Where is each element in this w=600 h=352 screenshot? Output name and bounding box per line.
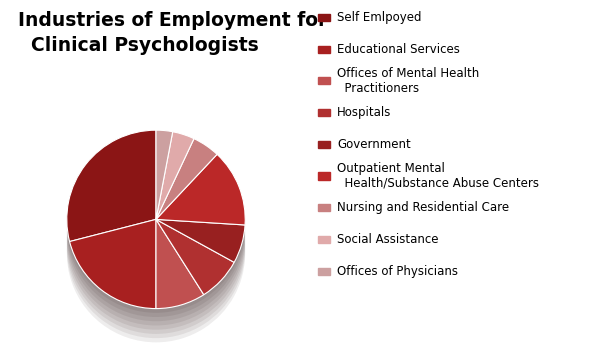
Wedge shape bbox=[67, 151, 156, 263]
Wedge shape bbox=[156, 236, 245, 279]
Wedge shape bbox=[156, 224, 204, 313]
Wedge shape bbox=[156, 164, 217, 245]
Text: Outpatient Mental
  Health/Substance Abuse Centers: Outpatient Mental Health/Substance Abuse… bbox=[337, 162, 539, 190]
Wedge shape bbox=[156, 219, 204, 309]
Wedge shape bbox=[156, 156, 217, 236]
Text: Self Emlpoyed: Self Emlpoyed bbox=[337, 11, 422, 24]
Wedge shape bbox=[156, 219, 245, 262]
Wedge shape bbox=[156, 167, 245, 238]
Wedge shape bbox=[156, 224, 245, 266]
Wedge shape bbox=[156, 249, 245, 292]
Text: Industries of Employment for
  Clinical Psychologists: Industries of Employment for Clinical Ps… bbox=[18, 11, 328, 55]
Wedge shape bbox=[67, 130, 156, 241]
Wedge shape bbox=[156, 172, 217, 253]
Wedge shape bbox=[156, 136, 194, 224]
Wedge shape bbox=[156, 249, 204, 338]
Wedge shape bbox=[156, 240, 245, 283]
Wedge shape bbox=[156, 168, 217, 249]
Wedge shape bbox=[156, 236, 204, 326]
Wedge shape bbox=[156, 151, 173, 240]
Wedge shape bbox=[70, 228, 156, 317]
Wedge shape bbox=[70, 224, 156, 313]
Wedge shape bbox=[156, 224, 234, 299]
Wedge shape bbox=[156, 253, 204, 342]
Wedge shape bbox=[156, 147, 217, 228]
Wedge shape bbox=[156, 139, 173, 228]
Wedge shape bbox=[156, 232, 234, 307]
Wedge shape bbox=[67, 147, 156, 258]
Wedge shape bbox=[156, 240, 204, 330]
Wedge shape bbox=[70, 253, 156, 342]
Wedge shape bbox=[67, 160, 156, 271]
Text: Educational Services: Educational Services bbox=[337, 43, 460, 56]
Wedge shape bbox=[156, 156, 173, 245]
Wedge shape bbox=[156, 236, 234, 312]
Wedge shape bbox=[156, 219, 234, 295]
Wedge shape bbox=[156, 245, 234, 320]
Wedge shape bbox=[70, 236, 156, 326]
Wedge shape bbox=[156, 228, 234, 303]
Wedge shape bbox=[156, 253, 245, 296]
Text: Offices of Mental Health
  Practitioners: Offices of Mental Health Practitioners bbox=[337, 67, 479, 95]
Wedge shape bbox=[156, 245, 245, 288]
Wedge shape bbox=[70, 240, 156, 330]
Wedge shape bbox=[156, 232, 204, 321]
Wedge shape bbox=[156, 184, 245, 254]
Wedge shape bbox=[156, 171, 245, 242]
Wedge shape bbox=[156, 130, 173, 219]
Wedge shape bbox=[156, 253, 234, 328]
Wedge shape bbox=[156, 147, 173, 236]
Wedge shape bbox=[156, 175, 245, 246]
Text: Social Assistance: Social Assistance bbox=[337, 233, 439, 246]
Wedge shape bbox=[156, 157, 194, 245]
Text: Government: Government bbox=[337, 138, 411, 151]
Wedge shape bbox=[67, 164, 156, 275]
Wedge shape bbox=[156, 249, 234, 324]
Wedge shape bbox=[156, 163, 245, 233]
Wedge shape bbox=[156, 158, 245, 229]
Wedge shape bbox=[156, 188, 245, 259]
Wedge shape bbox=[156, 134, 173, 224]
Wedge shape bbox=[67, 134, 156, 246]
Wedge shape bbox=[156, 149, 194, 236]
Wedge shape bbox=[70, 232, 156, 321]
Wedge shape bbox=[156, 232, 245, 275]
Wedge shape bbox=[156, 144, 194, 232]
Wedge shape bbox=[156, 151, 217, 232]
Wedge shape bbox=[156, 153, 194, 240]
Wedge shape bbox=[156, 161, 194, 249]
Wedge shape bbox=[156, 154, 245, 225]
Wedge shape bbox=[156, 143, 217, 224]
Wedge shape bbox=[156, 164, 173, 253]
Wedge shape bbox=[70, 245, 156, 334]
Wedge shape bbox=[156, 160, 173, 249]
Wedge shape bbox=[156, 228, 204, 317]
Wedge shape bbox=[156, 139, 217, 219]
Wedge shape bbox=[156, 245, 204, 334]
Wedge shape bbox=[156, 143, 173, 232]
Wedge shape bbox=[156, 140, 194, 228]
Text: Nursing and Residential Care: Nursing and Residential Care bbox=[337, 201, 509, 214]
Wedge shape bbox=[156, 228, 245, 271]
Wedge shape bbox=[156, 160, 217, 240]
Wedge shape bbox=[70, 249, 156, 338]
Wedge shape bbox=[156, 132, 194, 219]
Text: Offices of Physicians: Offices of Physicians bbox=[337, 265, 458, 277]
Wedge shape bbox=[67, 139, 156, 250]
Wedge shape bbox=[156, 165, 194, 253]
Text: Hospitals: Hospitals bbox=[337, 106, 392, 119]
Wedge shape bbox=[67, 143, 156, 254]
Wedge shape bbox=[156, 180, 245, 250]
Wedge shape bbox=[67, 156, 156, 267]
Wedge shape bbox=[70, 219, 156, 309]
Wedge shape bbox=[156, 240, 234, 316]
